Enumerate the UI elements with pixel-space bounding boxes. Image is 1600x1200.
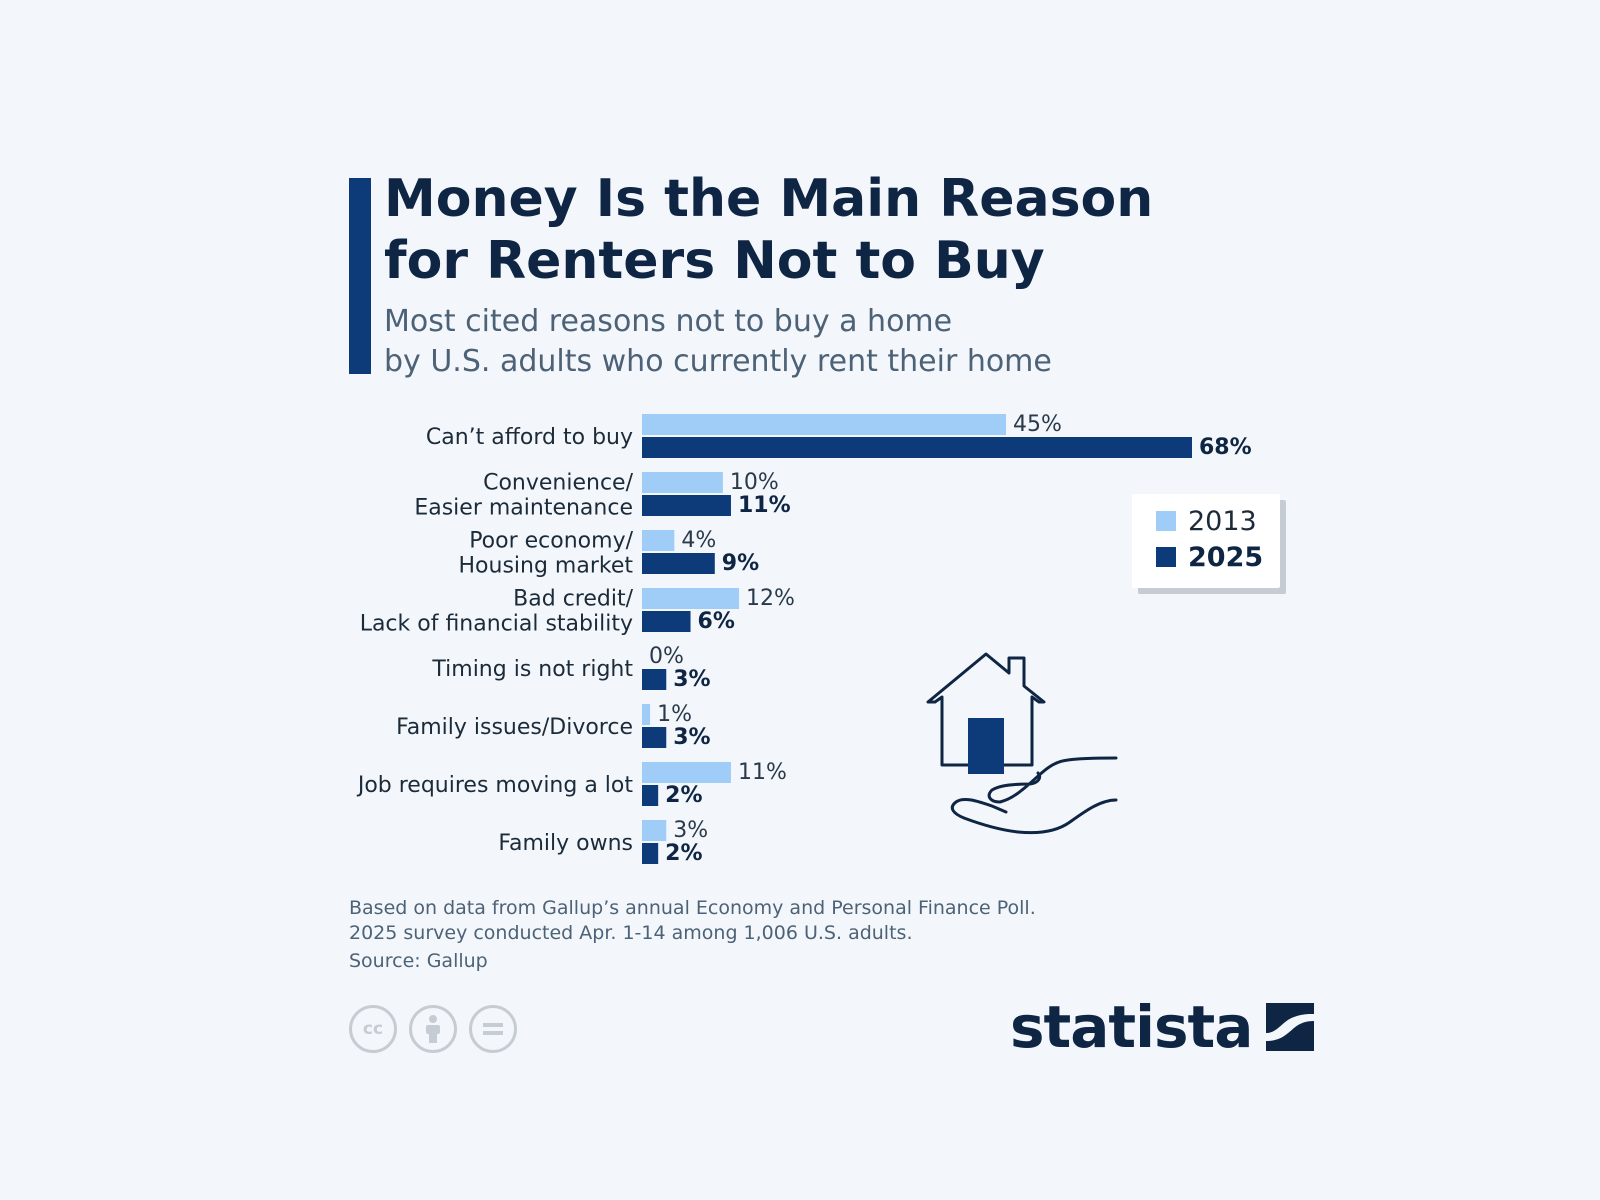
chart-subtitle-line-2: by U.S. adults who currently rent their … (384, 344, 1052, 379)
bar-2025 (642, 727, 667, 748)
data-label-2013: 0% (649, 644, 684, 669)
category-label: Timing is not right (431, 657, 633, 682)
category-label: Lack of financial stability (360, 612, 633, 637)
bar-2025 (642, 843, 659, 864)
data-label-2013: 4% (681, 528, 716, 553)
bar-2013 (642, 762, 731, 783)
bar-chart: Can’t afford to buy 45% 68% Convenience/Eas… (356, 412, 1252, 866)
bar-2025 (642, 553, 715, 574)
data-label-2013: 10% (730, 470, 779, 495)
bar-2013 (642, 414, 1006, 435)
category-label: Job requires moving a lot (356, 773, 634, 798)
legend-item-2013: 2013 (1156, 504, 1257, 538)
data-label-2025: 3% (673, 667, 710, 692)
bar-2025 (642, 611, 691, 632)
bar-2013 (642, 820, 667, 841)
data-label-2013: 1% (657, 702, 692, 727)
legend-label-2013: 2013 (1188, 505, 1257, 537)
data-label-2025: 2% (665, 841, 702, 866)
cc-icon[interactable]: cc (349, 1005, 397, 1053)
brand-name: statista (1010, 993, 1253, 1061)
chart-title-line-1: Money Is the Main Reason (384, 169, 1154, 229)
chart-subtitle-line-1: Most cited reasons not to buy a home (384, 304, 953, 339)
data-label-2025: 3% (673, 725, 710, 750)
bar-2025 (642, 437, 1192, 458)
source-label: Source: Gallup (349, 950, 488, 972)
data-label-2025: 9% (722, 551, 759, 576)
legend-label-2025: 2025 (1188, 541, 1264, 573)
bar-2025 (642, 495, 731, 516)
bar-2025 (642, 785, 659, 806)
category-label: Poor economy/ (469, 529, 633, 554)
bar-2013 (642, 530, 675, 551)
house-in-hand-icon (926, 652, 1118, 835)
data-label-2025: 11% (738, 493, 791, 518)
category-label: Convenience/ (483, 471, 633, 496)
category-label: Family owns (498, 831, 633, 856)
no-derivatives-icon[interactable] (469, 1005, 517, 1053)
category-label: Family issues/Divorce (396, 715, 633, 740)
footnote-line-1: Based on data from Gallup’s annual Econo… (349, 897, 1036, 919)
category-label: Housing market (459, 554, 634, 579)
category-label: Easier maintenance (414, 496, 633, 521)
data-label-2025: 6% (698, 609, 735, 634)
data-label-2025: 68% (1199, 435, 1252, 460)
data-label-2025: 2% (665, 783, 702, 808)
data-label-2013: 12% (746, 586, 795, 611)
bar-2013 (642, 472, 723, 493)
chart-title-line-2: for Renters Not to Buy (384, 231, 1045, 291)
legend: 2013 2025 (1132, 494, 1280, 588)
data-label-2013: 3% (673, 818, 708, 843)
data-label-2013: 11% (738, 760, 787, 785)
bar-2025 (642, 669, 667, 690)
statista-logo[interactable]: statista (1010, 993, 1315, 1061)
title-accent-bar (349, 178, 371, 374)
legend-item-2025: 2025 (1156, 540, 1263, 574)
attribution-icon[interactable] (409, 1005, 457, 1053)
data-label-2013: 45% (1013, 412, 1062, 437)
legend-swatch-2025 (1156, 547, 1176, 567)
license-icons: cc (349, 1005, 517, 1053)
chart-subtitle: Most cited reasons not to buy a home by … (384, 302, 1284, 382)
legend-swatch-2013 (1156, 511, 1176, 531)
footnote-line-2: 2025 survey conducted Apr. 1-14 among 1,… (349, 922, 913, 944)
category-label: Can’t afford to buy (426, 425, 633, 450)
bar-2013 (642, 588, 740, 609)
category-label: Bad credit/ (513, 587, 633, 612)
bar-2013 (642, 704, 651, 725)
statista-mark-icon (1266, 1003, 1315, 1051)
chart-title: Money Is the Main Reason for Renters Not… (384, 168, 1284, 292)
footnote: Based on data from Gallup’s annual Econo… (349, 896, 1249, 946)
